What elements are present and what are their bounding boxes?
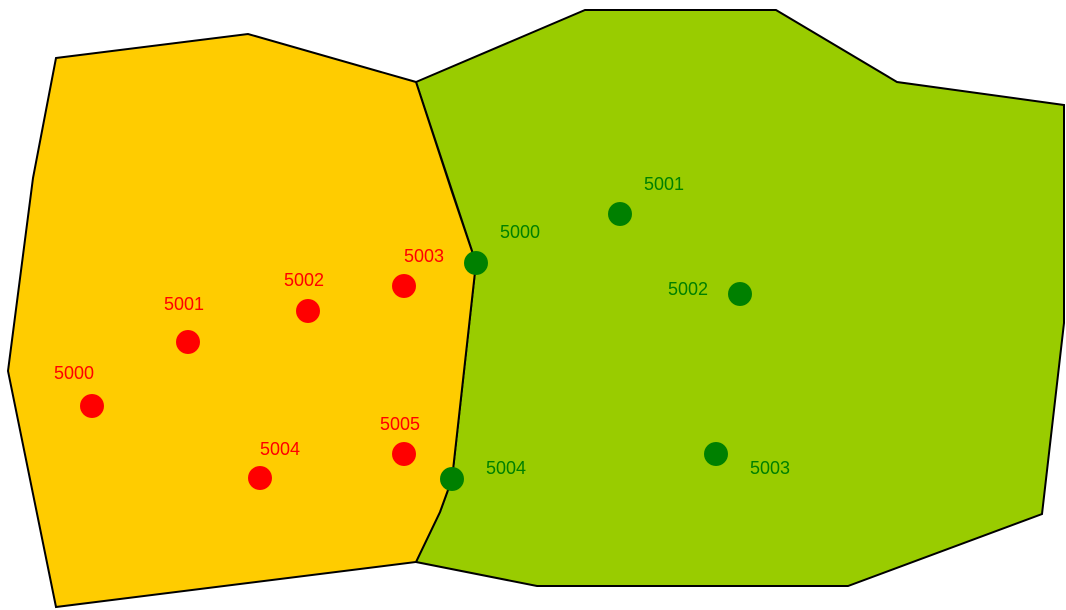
point-marker	[248, 466, 272, 490]
point-marker	[608, 202, 632, 226]
point-marker	[704, 442, 728, 466]
point-label: 5002	[284, 270, 324, 290]
point-label: 5003	[404, 246, 444, 266]
point-marker	[80, 394, 104, 418]
point-label: 5001	[644, 174, 684, 194]
point-marker	[392, 274, 416, 298]
point-label: 5002	[668, 279, 708, 299]
point-marker	[728, 282, 752, 306]
point-label: 5001	[164, 294, 204, 314]
point-marker	[440, 467, 464, 491]
point-marker	[176, 330, 200, 354]
left-points-group: 5000 5001 5002 5003 5004 5005	[54, 246, 444, 490]
point-marker	[464, 251, 488, 275]
point-label: 5003	[750, 458, 790, 478]
point-label: 5000	[500, 222, 540, 242]
point-label: 5000	[54, 363, 94, 383]
right-points-group: 5000 5001 5002 5003 5004	[440, 174, 790, 491]
point-marker	[392, 442, 416, 466]
point-label: 5004	[260, 439, 300, 459]
point-marker	[296, 299, 320, 323]
region-left	[6, 32, 478, 609]
point-label: 5004	[486, 458, 526, 478]
point-label: 5005	[380, 414, 420, 434]
